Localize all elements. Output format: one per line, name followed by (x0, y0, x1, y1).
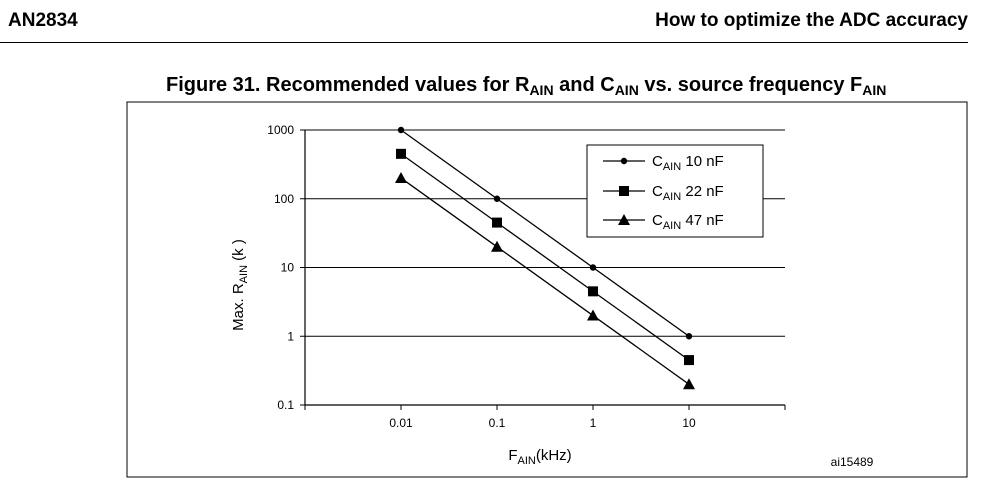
x-tick-label: 0.01 (389, 416, 413, 430)
legend-label: CAIN 22 nF (652, 183, 724, 203)
y-tick-label: 1 (287, 329, 294, 343)
series-line-1 (400, 153, 690, 361)
data-point-circle (589, 264, 597, 271)
legend: CAIN 10 nF CAIN 22 nF CAIN 47 nF (586, 144, 764, 238)
y-axis-label: Max. RAIN (k ) (230, 239, 250, 331)
data-point-triangle (587, 309, 599, 321)
header-rule (0, 42, 968, 43)
y-tick-label: 100 (274, 192, 294, 206)
series-line-0 (400, 129, 690, 337)
legend-marker-triangle (618, 214, 630, 225)
y-tick-label: 10 (281, 261, 295, 275)
data-point-square (684, 355, 694, 366)
legend-box (586, 144, 764, 238)
legend-marker-square (619, 186, 629, 196)
data-point-triangle (683, 378, 695, 390)
x-tick-label: 1 (590, 416, 597, 430)
data-point-triangle (491, 240, 503, 252)
figure-ref: ai15489 (831, 455, 874, 469)
figure-title: Figure 31. Recommended values for RAIN a… (166, 74, 887, 98)
chart-frame (126, 101, 968, 478)
data-point-circle (685, 333, 693, 340)
y-tick-label: 0.1 (277, 398, 294, 412)
data-point-circle (493, 195, 501, 202)
data-point-square (396, 148, 406, 159)
section-title: How to optimize the ADC accuracy (655, 10, 968, 31)
y-tick-label: 1000 (267, 123, 294, 137)
data-point-triangle (395, 172, 407, 184)
data-point-square (492, 217, 502, 228)
x-axis-label: FAIN(kHz) (508, 447, 571, 467)
doc-id: AN2834 (8, 10, 78, 31)
x-tick-label: 10 (682, 416, 696, 430)
data-point-square (588, 286, 598, 297)
x-tick-label: 0.1 (489, 416, 506, 430)
legend-label: CAIN 47 nF (652, 212, 724, 232)
legend-label: CAIN 10 nF (652, 153, 724, 173)
series-line-2 (400, 177, 690, 385)
legend-marker-circle (620, 157, 628, 165)
data-point-circle (397, 126, 405, 134)
